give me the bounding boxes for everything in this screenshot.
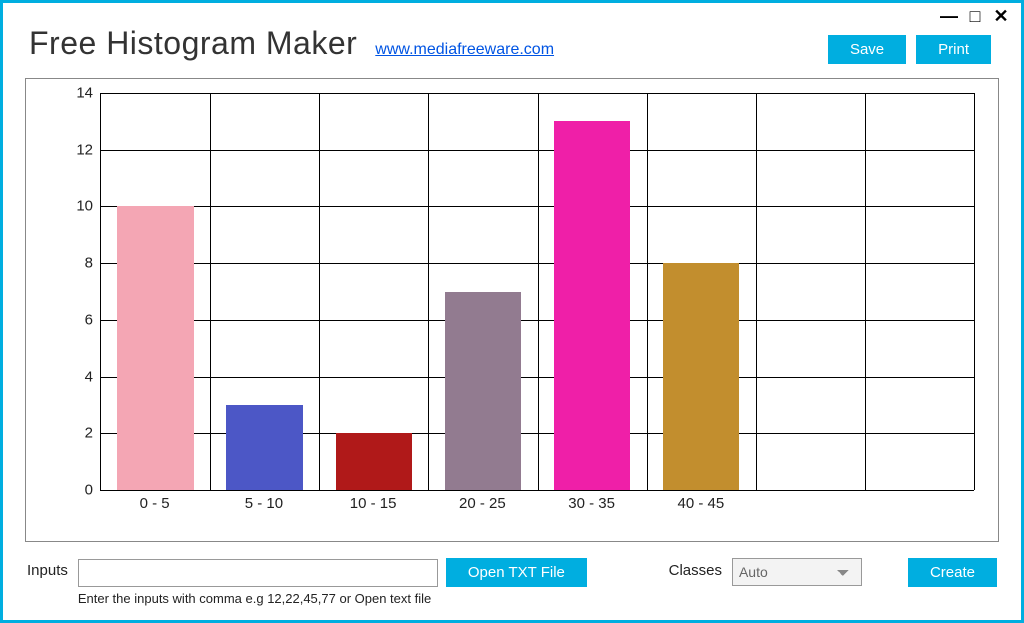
bar (336, 433, 412, 490)
y-tick-label: 4 (85, 368, 93, 385)
bar (117, 206, 193, 490)
classes-label: Classes (669, 558, 722, 579)
x-tick-label: 20 - 25 (459, 495, 506, 512)
x-tick-label: 5 - 10 (245, 495, 283, 512)
y-tick-label: 12 (76, 141, 93, 158)
chart-grid: 02468101214 (100, 93, 974, 491)
bar (226, 405, 302, 490)
gridline-v (756, 93, 757, 490)
gridline-v (428, 93, 429, 490)
x-tick-label: 40 - 45 (678, 495, 725, 512)
x-tick-label: 10 - 15 (350, 495, 397, 512)
gridline-v (647, 93, 648, 490)
website-link[interactable]: www.mediafreeware.com (375, 41, 554, 59)
x-tick-label: 30 - 35 (568, 495, 615, 512)
minimize-button[interactable]: — (939, 7, 959, 25)
y-tick-label: 8 (85, 255, 93, 272)
bar (554, 121, 630, 490)
inputs-group: Open TXT File Enter the inputs with comm… (78, 558, 587, 606)
y-tick-label: 14 (76, 85, 93, 102)
chart-panel: 02468101214 0 - 55 - 1010 - 1520 - 2530 … (25, 78, 999, 542)
controls-row: Inputs Open TXT File Enter the inputs wi… (3, 548, 1021, 620)
header-buttons: Save Print (828, 35, 997, 64)
app-title: Free Histogram Maker (29, 25, 357, 62)
y-tick-label: 6 (85, 311, 93, 328)
inputs-field[interactable] (78, 559, 438, 587)
bar (663, 263, 739, 490)
close-button[interactable]: ✕ (991, 7, 1011, 25)
classes-select[interactable]: Auto (732, 558, 862, 586)
open-txt-button[interactable]: Open TXT File (446, 558, 587, 587)
save-button[interactable]: Save (828, 35, 906, 64)
window-controls: — □ ✕ (939, 7, 1011, 25)
bar (445, 292, 521, 491)
create-button[interactable]: Create (908, 558, 997, 587)
y-tick-label: 2 (85, 425, 93, 442)
y-tick-label: 10 (76, 198, 93, 215)
maximize-button[interactable]: □ (965, 7, 985, 25)
y-tick-label: 0 (85, 482, 93, 499)
gridline-v (538, 93, 539, 490)
gridline-v (210, 93, 211, 490)
x-tick-label: 0 - 5 (140, 495, 170, 512)
histogram-chart: 02468101214 0 - 5 5 - 10 10 - 15 20 - 25 30 … (100, 93, 974, 515)
gridline-v (319, 93, 320, 490)
app-window: — □ ✕ Free Histogram Maker www.mediafree… (0, 0, 1024, 623)
inputs-label: Inputs (27, 558, 68, 579)
gridline-v (865, 93, 866, 490)
header: Free Histogram Maker www.mediafreeware.c… (3, 3, 1021, 68)
print-button[interactable]: Print (916, 35, 991, 64)
inputs-hint: Enter the inputs with comma e.g 12,22,45… (78, 591, 587, 606)
gridline-v (974, 93, 975, 490)
